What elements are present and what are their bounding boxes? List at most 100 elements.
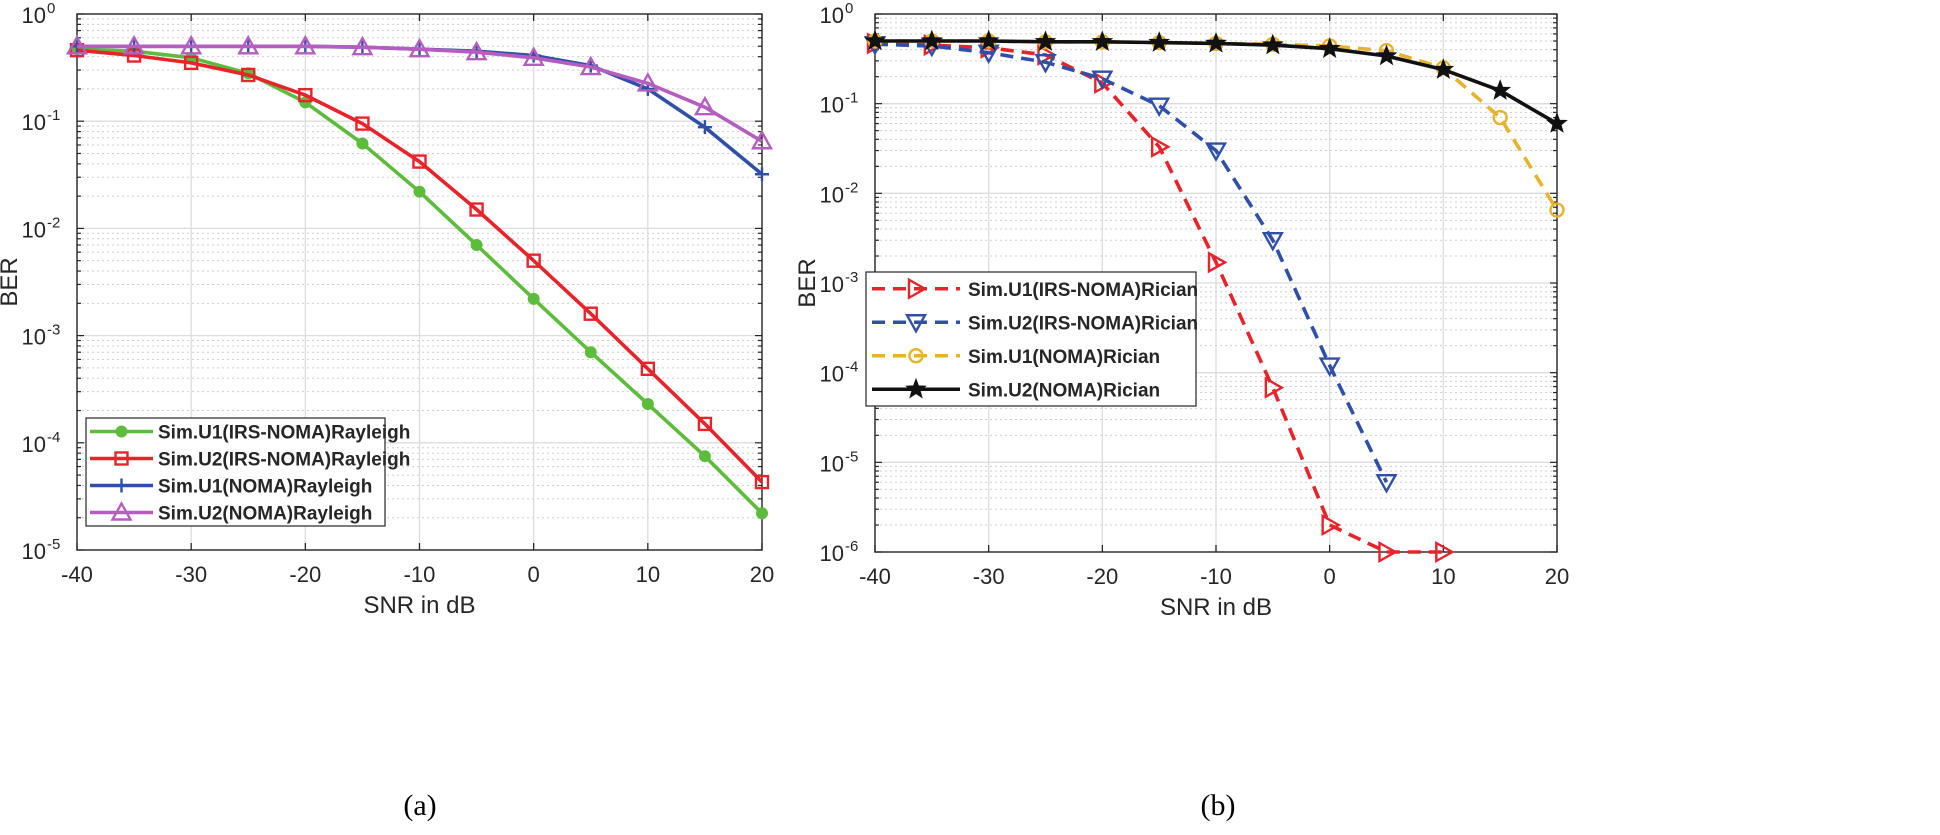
x-tick-label: -40 xyxy=(859,564,891,589)
x-tick-label: 20 xyxy=(750,562,774,587)
data-point xyxy=(583,306,598,321)
x-tick-label: 20 xyxy=(1545,564,1569,589)
data-point xyxy=(237,34,260,55)
y-tick-label-exponent: -1 xyxy=(845,90,858,107)
legend-marker xyxy=(115,425,128,438)
legend-marker xyxy=(110,501,133,521)
legend-marker xyxy=(905,377,927,399)
legend-marker xyxy=(908,348,924,364)
series-line xyxy=(874,42,1389,483)
legend-label: Sim.U1(NOMA)Rayleigh xyxy=(158,477,372,498)
data-point xyxy=(1375,44,1398,66)
data-point xyxy=(1432,58,1455,79)
data-point xyxy=(1261,33,1284,55)
legend-marker xyxy=(114,451,129,466)
data-point xyxy=(351,35,374,56)
panel-caption: (b) xyxy=(1201,789,1236,822)
data-point xyxy=(355,116,370,131)
x-tick-label: 0 xyxy=(1324,564,1336,589)
series-Sim.U2(IRS-NOMA)Rayleigh xyxy=(69,42,770,490)
data-point xyxy=(1264,376,1285,399)
data-point xyxy=(526,253,541,268)
legend-box xyxy=(865,271,1197,407)
x-tick-label: -10 xyxy=(1200,564,1232,589)
data-point xyxy=(1489,79,1512,100)
y-tick-label-exponent: -4 xyxy=(845,359,858,376)
x-tick-label: -20 xyxy=(289,562,321,587)
legend-marker xyxy=(904,314,928,334)
y-tick-label-base: 10 xyxy=(820,272,844,297)
y-tick-label-exponent: -6 xyxy=(845,538,858,555)
legend-label: Sim.U1(IRS-NOMA)Rician xyxy=(968,280,1198,301)
data-point xyxy=(1034,30,1057,52)
x-tick-label: 0 xyxy=(528,562,540,587)
y-tick-label-base: 10 xyxy=(820,541,844,566)
x-tick-label: -30 xyxy=(973,564,1005,589)
y-tick-label-exponent: -4 xyxy=(47,429,60,446)
x-tick-label: -40 xyxy=(61,562,93,587)
y-axis-label: BER xyxy=(794,258,821,307)
y-axis-label: BER xyxy=(0,257,23,306)
data-point xyxy=(1546,112,1568,133)
y-tick-label-base: 10 xyxy=(820,362,844,387)
data-point xyxy=(1321,513,1342,537)
y-tick-label-exponent: -3 xyxy=(845,269,858,286)
data-point xyxy=(755,167,769,182)
legend-label: Sim.U2(IRS-NOMA)Rayleigh xyxy=(158,450,410,471)
data-point xyxy=(522,46,545,67)
data-point xyxy=(640,361,656,377)
data-point xyxy=(1318,357,1341,378)
data-point xyxy=(408,37,431,58)
data-point xyxy=(1375,474,1398,494)
legend-marker xyxy=(114,478,129,493)
y-tick-label-base: 10 xyxy=(22,110,46,135)
data-point xyxy=(1150,135,1171,158)
data-point xyxy=(977,29,1000,51)
y-tick-label-base: 10 xyxy=(22,325,46,350)
legend: Sim.U1(IRS-NOMA)Rician Sim.U2(IRS-NOMA)Ri… xyxy=(865,271,1198,407)
y-tick-label-base: 10 xyxy=(820,93,844,118)
data-point xyxy=(1204,142,1228,162)
data-point xyxy=(864,29,886,51)
y-tick-label-exponent: -5 xyxy=(47,536,60,553)
x-tick-label: 10 xyxy=(1431,564,1455,589)
legend-marker xyxy=(907,277,928,300)
y-tick-label-base: 10 xyxy=(22,217,46,242)
data-point xyxy=(641,398,654,411)
data-point xyxy=(1492,109,1508,126)
y-tick-label-base: 10 xyxy=(820,451,844,476)
data-point xyxy=(412,154,427,169)
y-tick-label-exponent: -2 xyxy=(845,179,858,196)
data-point xyxy=(1378,540,1398,564)
data-point xyxy=(750,129,774,150)
legend-label: Sim.U2(IRS-NOMA)Rician xyxy=(968,313,1198,334)
y-tick-label-exponent: -3 xyxy=(47,322,60,339)
data-point xyxy=(693,95,716,116)
data-point xyxy=(470,239,483,252)
legend-box xyxy=(85,417,386,527)
legend-label: Sim.U2(NOMA)Rayleigh xyxy=(158,504,372,525)
data-point xyxy=(1148,31,1171,52)
y-tick-label-exponent: 0 xyxy=(47,0,55,17)
x-tick-label: -20 xyxy=(1086,564,1118,589)
data-point xyxy=(920,29,943,51)
data-point xyxy=(1091,30,1114,52)
panel-caption: (a) xyxy=(403,789,436,822)
series-line xyxy=(76,48,764,484)
data-point xyxy=(1435,540,1455,564)
y-tick-label-base: 10 xyxy=(820,182,844,207)
y-tick-label-exponent: -5 xyxy=(845,448,858,465)
data-point xyxy=(698,450,711,463)
legend-label: Sim.U1(NOMA)Rician xyxy=(968,347,1160,368)
data-point xyxy=(183,55,199,71)
data-point xyxy=(527,292,540,305)
data-point xyxy=(294,34,317,55)
data-point xyxy=(754,474,770,490)
x-axis-label: SNR in dB xyxy=(1160,594,1272,621)
data-point xyxy=(298,87,313,103)
data-point xyxy=(1549,202,1565,218)
data-point xyxy=(65,34,89,55)
data-point xyxy=(1034,54,1057,74)
